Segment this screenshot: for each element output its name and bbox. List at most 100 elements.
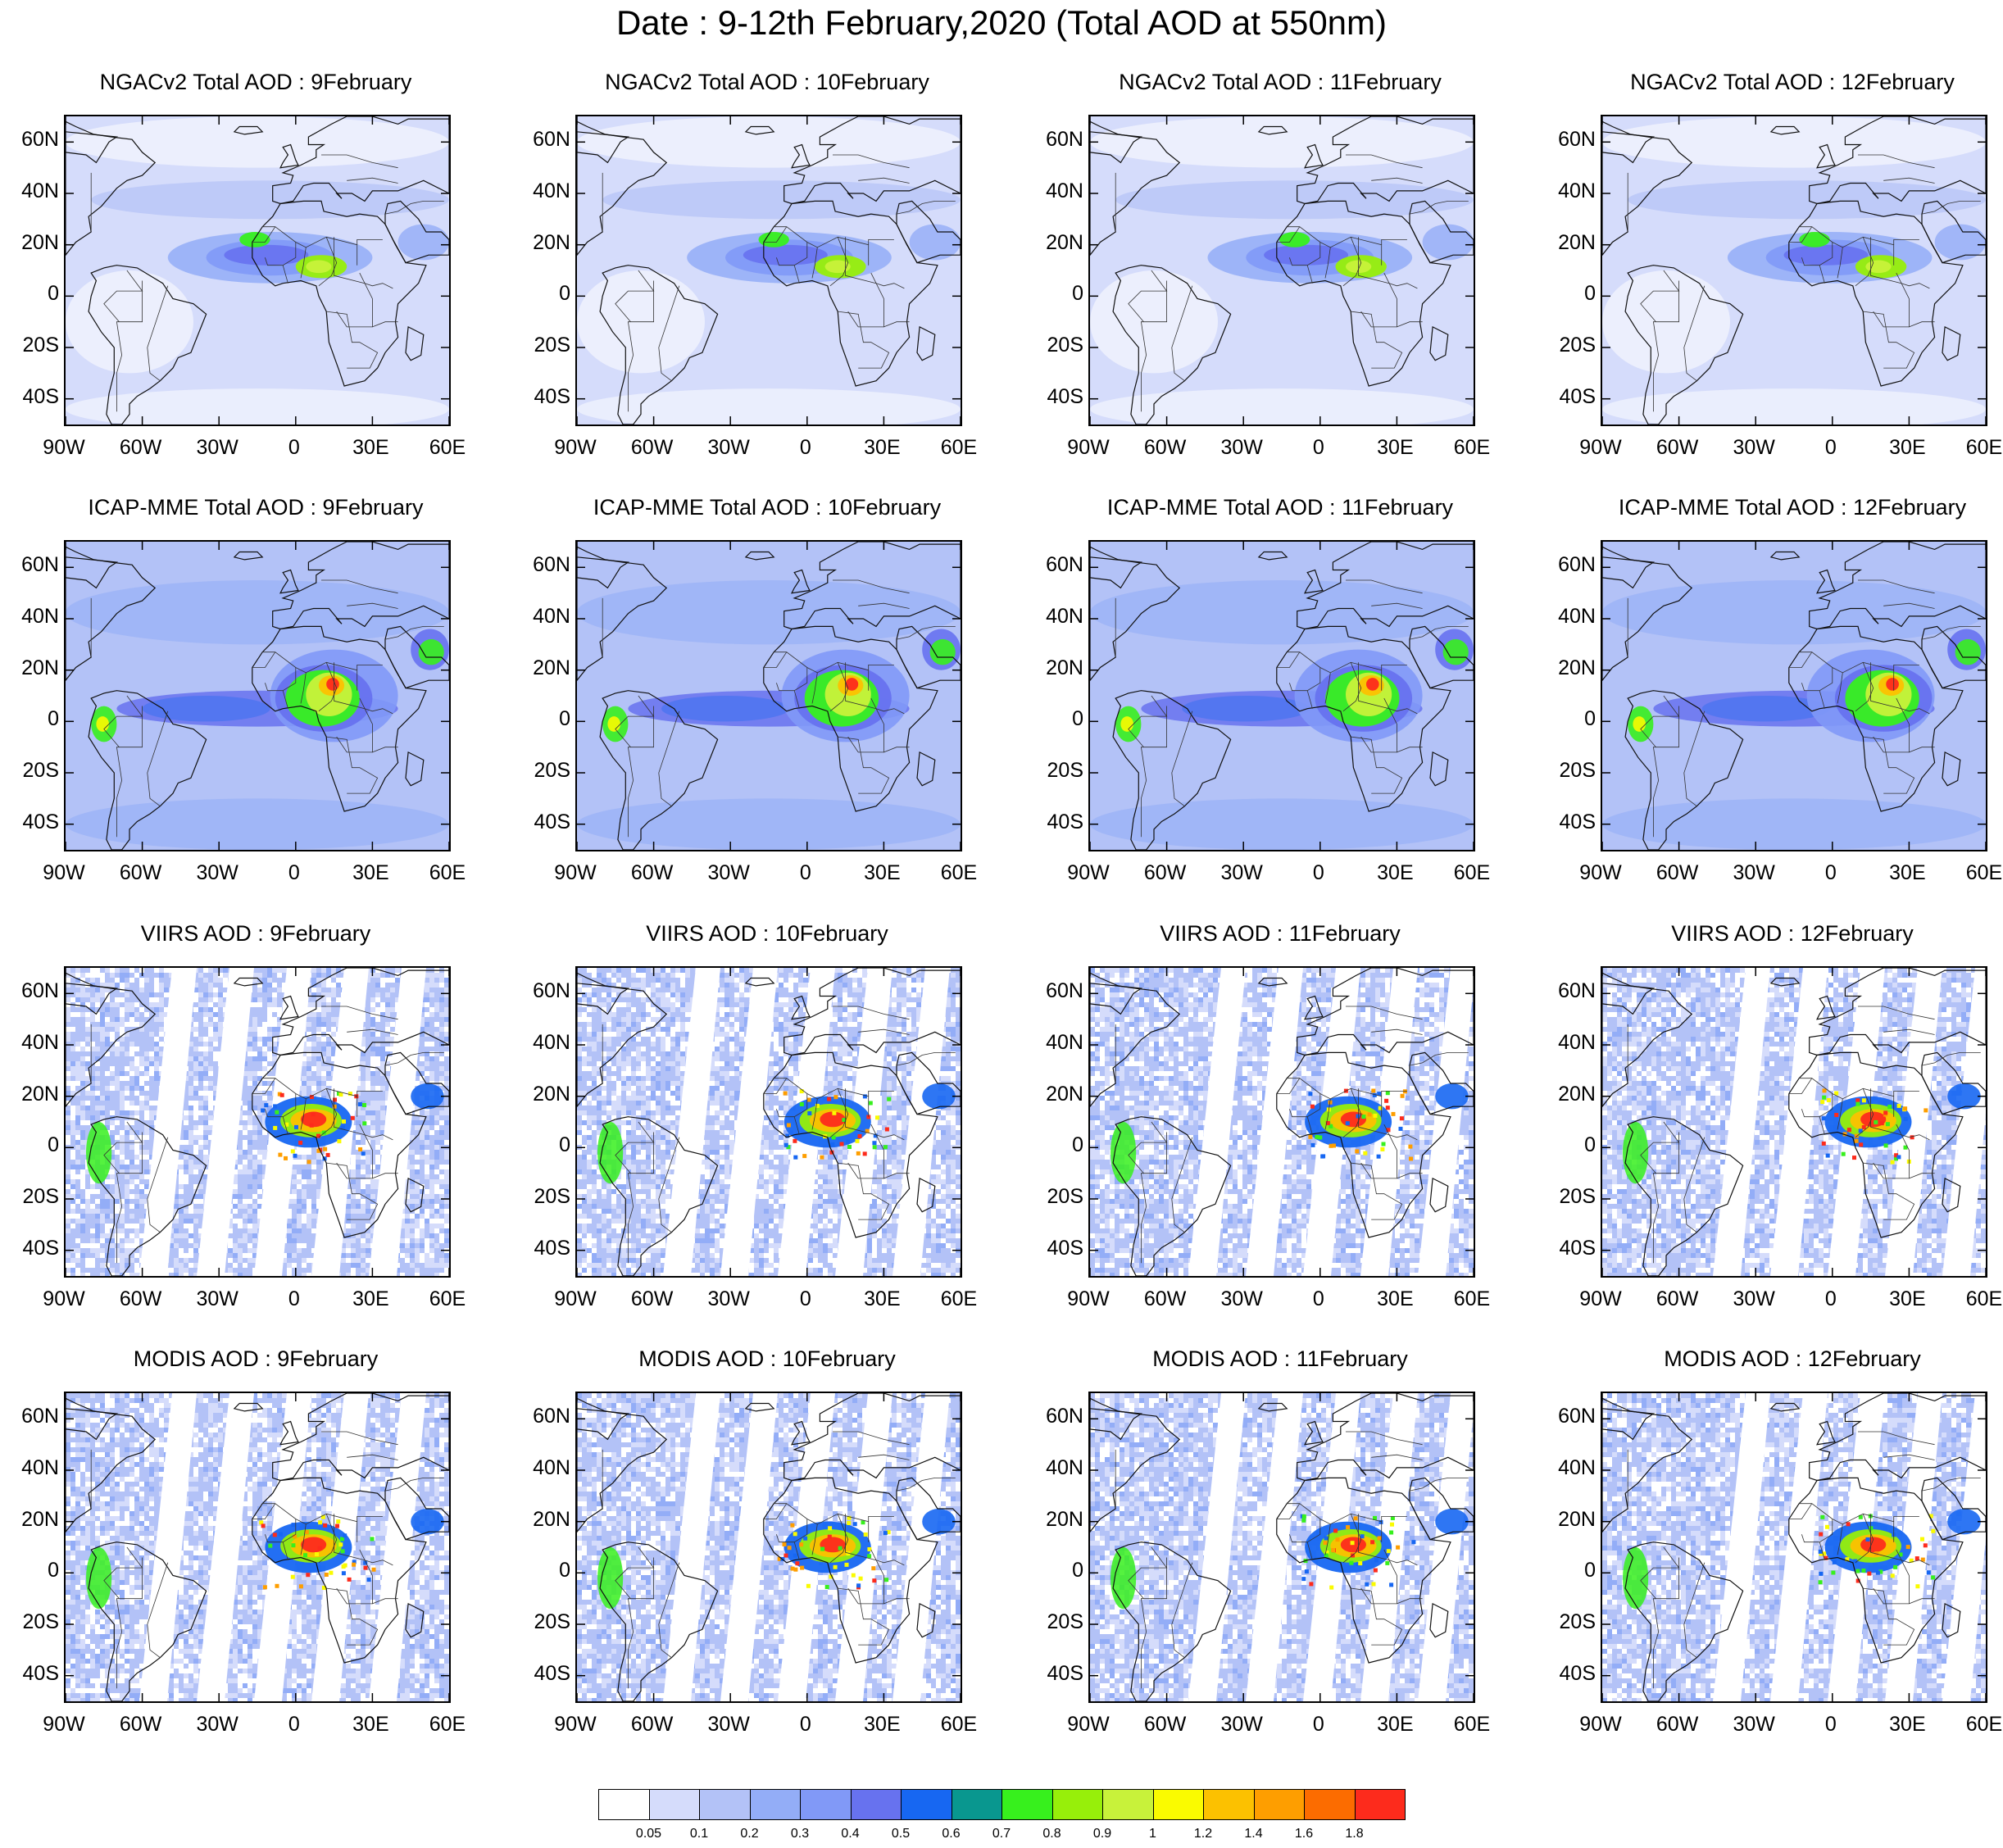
colorbar-tick-label: 0.05 [629, 1827, 670, 1841]
panel-title: ICAP-MME Total AOD : 9February [63, 495, 448, 520]
lon-tick-label: 60W [620, 1287, 685, 1311]
lat-tick-label: 60N [10, 1405, 59, 1428]
lon-tick-label: 90W [31, 1713, 97, 1737]
colorbar-swatch [951, 1789, 1002, 1820]
lon-tick-label: 60W [1133, 861, 1198, 885]
colorbar-tick-label: 1.8 [1334, 1827, 1375, 1841]
lon-tick-label: 60W [1133, 436, 1198, 460]
lon-tick-label: 90W [1568, 1713, 1633, 1737]
colorbar-swatch [749, 1789, 801, 1820]
lat-tick-label: 0 [1547, 1559, 1596, 1582]
lon-tick-label: 60W [108, 861, 174, 885]
lon-tick-label: 30E [1874, 1713, 1940, 1737]
lat-tick-label: 40S [1547, 1237, 1596, 1260]
lat-tick-label: 20S [10, 1185, 59, 1209]
lat-tick-label: 60N [1547, 128, 1596, 152]
lon-tick-label: 60W [620, 436, 685, 460]
lon-tick-label: 30E [849, 1287, 915, 1311]
lat-tick-label: 20S [521, 1610, 570, 1634]
colorbar-tick-label: 0.9 [1082, 1827, 1123, 1841]
lat-tick-label: 20N [10, 1083, 59, 1106]
colorbar-swatch [850, 1789, 902, 1820]
lat-tick-label: 40S [1547, 810, 1596, 834]
lon-tick-label: 30E [1362, 1287, 1428, 1311]
aod-map [1090, 542, 1474, 850]
colorbar-tick-label: 0.2 [729, 1827, 770, 1841]
lat-tick-label: 40S [521, 1237, 570, 1260]
lat-tick-label: 40S [1547, 385, 1596, 409]
lat-tick-label: 40N [10, 1031, 59, 1055]
lon-tick-label: 60E [415, 436, 480, 460]
lat-tick-label: 20S [1034, 759, 1083, 783]
lat-tick-label: 20S [521, 759, 570, 783]
lon-tick-label: 30W [184, 861, 250, 885]
lat-tick-label: 60N [1547, 979, 1596, 1003]
colorbar-tick-label: 1.2 [1183, 1827, 1224, 1841]
lon-tick-label: 60E [415, 1287, 480, 1311]
lat-tick-label: 0 [1034, 1559, 1083, 1582]
lon-tick-label: 30E [1874, 861, 1940, 885]
colorbar-tick-label: 0.4 [830, 1827, 871, 1841]
aod-map [577, 968, 961, 1276]
lon-tick-label: 30W [1721, 1713, 1787, 1737]
aod-map-panel [1601, 1392, 1987, 1703]
lon-tick-label: 60E [1439, 861, 1505, 885]
panel-title: NGACv2 Total AOD : 12February [1600, 70, 1985, 95]
lat-tick-label: 60N [521, 553, 570, 577]
aod-map [1090, 1393, 1474, 1701]
lat-tick-label: 60N [521, 128, 570, 152]
lat-tick-label: 60N [10, 553, 59, 577]
lat-tick-label: 40S [1034, 810, 1083, 834]
colorbar [598, 1789, 1406, 1820]
lon-tick-label: 90W [1056, 1287, 1121, 1311]
lon-tick-label: 60E [926, 1713, 992, 1737]
lon-tick-label: 60W [1133, 1713, 1198, 1737]
lat-tick-label: 0 [1034, 1133, 1083, 1157]
lat-tick-label: 20S [521, 1185, 570, 1209]
lon-tick-label: 60E [1951, 1713, 2003, 1737]
colorbar-tick-label: 1.4 [1233, 1827, 1274, 1841]
lon-tick-label: 30W [1721, 1287, 1787, 1311]
lon-tick-label: 30W [1721, 861, 1787, 885]
lat-tick-label: 40N [10, 1456, 59, 1480]
aod-map-panel [1601, 540, 1987, 851]
lon-tick-label: 90W [31, 436, 97, 460]
lat-tick-label: 40N [521, 1031, 570, 1055]
lat-tick-label: 20N [521, 1083, 570, 1106]
lat-tick-label: 20N [10, 1508, 59, 1532]
colorbar-swatch [1354, 1789, 1406, 1820]
aod-map-panel [575, 966, 962, 1278]
panel-title: VIIRS AOD : 11February [1088, 921, 1473, 947]
lat-tick-label: 20S [1547, 334, 1596, 357]
lat-tick-label: 60N [1034, 553, 1083, 577]
lon-tick-label: 90W [1568, 861, 1633, 885]
lat-tick-label: 0 [1034, 282, 1083, 306]
lat-tick-label: 60N [521, 979, 570, 1003]
aod-map [66, 116, 449, 425]
aod-map [1090, 116, 1474, 425]
lon-tick-label: 30E [338, 436, 403, 460]
lat-tick-label: 20N [10, 656, 59, 680]
lat-tick-label: 0 [10, 282, 59, 306]
lat-tick-label: 40N [1034, 179, 1083, 203]
lon-tick-label: 60E [926, 1287, 992, 1311]
lat-tick-label: 40S [1547, 1662, 1596, 1686]
panel-title: ICAP-MME Total AOD : 12February [1600, 495, 1985, 520]
lon-tick-label: 60W [108, 1713, 174, 1737]
aod-map-panel [575, 540, 962, 851]
lon-tick-label: 30W [696, 1287, 761, 1311]
lon-tick-label: 90W [1568, 436, 1633, 460]
lon-tick-label: 90W [31, 861, 97, 885]
lat-tick-label: 40S [10, 385, 59, 409]
lon-tick-label: 0 [1286, 1287, 1351, 1311]
aod-map [1602, 116, 1986, 425]
figure-title: Date : 9-12th February,2020 (Total AOD a… [0, 3, 2003, 43]
lon-tick-label: 0 [1286, 1713, 1351, 1737]
lon-tick-label: 60E [1951, 436, 2003, 460]
lon-tick-label: 30E [338, 1713, 403, 1737]
lon-tick-label: 90W [1056, 861, 1121, 885]
aod-map-panel [575, 1392, 962, 1703]
lon-tick-label: 0 [1286, 861, 1351, 885]
lon-tick-label: 30E [849, 861, 915, 885]
lat-tick-label: 40S [1034, 1662, 1083, 1686]
